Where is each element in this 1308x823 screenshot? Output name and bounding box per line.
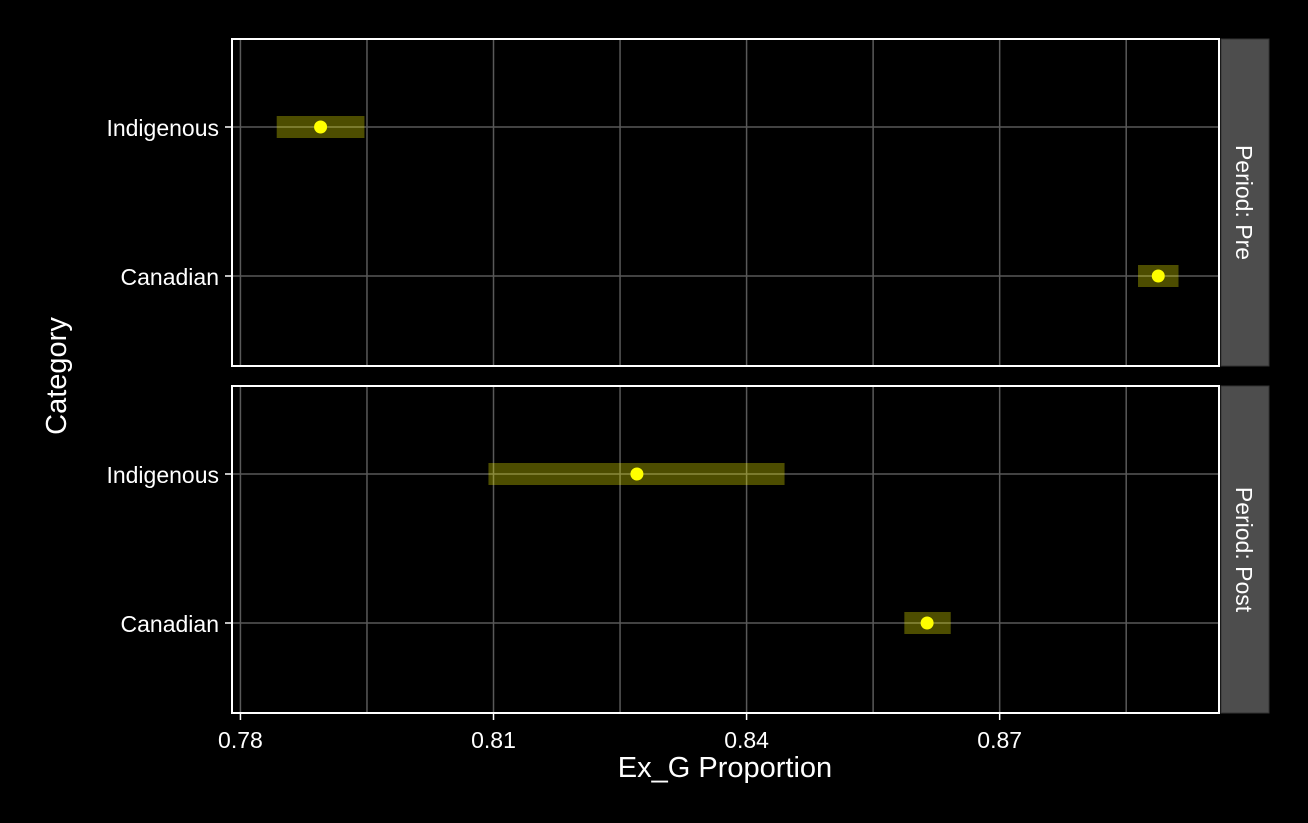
x-axis-title: Ex_G Proportion [618, 752, 832, 784]
y-axis-title: Category [41, 317, 73, 435]
x-tick-label: 0.81 [471, 727, 516, 753]
data-point [920, 616, 934, 630]
panel-border [231, 385, 1220, 714]
x-tick-label: 0.78 [218, 727, 263, 753]
y-tick-label: Canadian [121, 611, 219, 637]
facet-strip-label: Period: Post [1231, 487, 1257, 613]
data-point [630, 467, 644, 481]
y-tick-label: Indigenous [106, 115, 219, 141]
panel-border [231, 38, 1220, 367]
data-point [314, 120, 328, 134]
y-tick-label: Canadian [121, 264, 219, 290]
data-point [1151, 269, 1165, 283]
x-tick-label: 0.87 [977, 727, 1022, 753]
facet-strip [1220, 385, 1270, 714]
x-tick-label: 0.84 [724, 727, 769, 753]
facet-strip-label: Period: Pre [1231, 145, 1257, 260]
y-tick-label: Indigenous [106, 462, 219, 488]
facet-strip [1220, 38, 1270, 367]
